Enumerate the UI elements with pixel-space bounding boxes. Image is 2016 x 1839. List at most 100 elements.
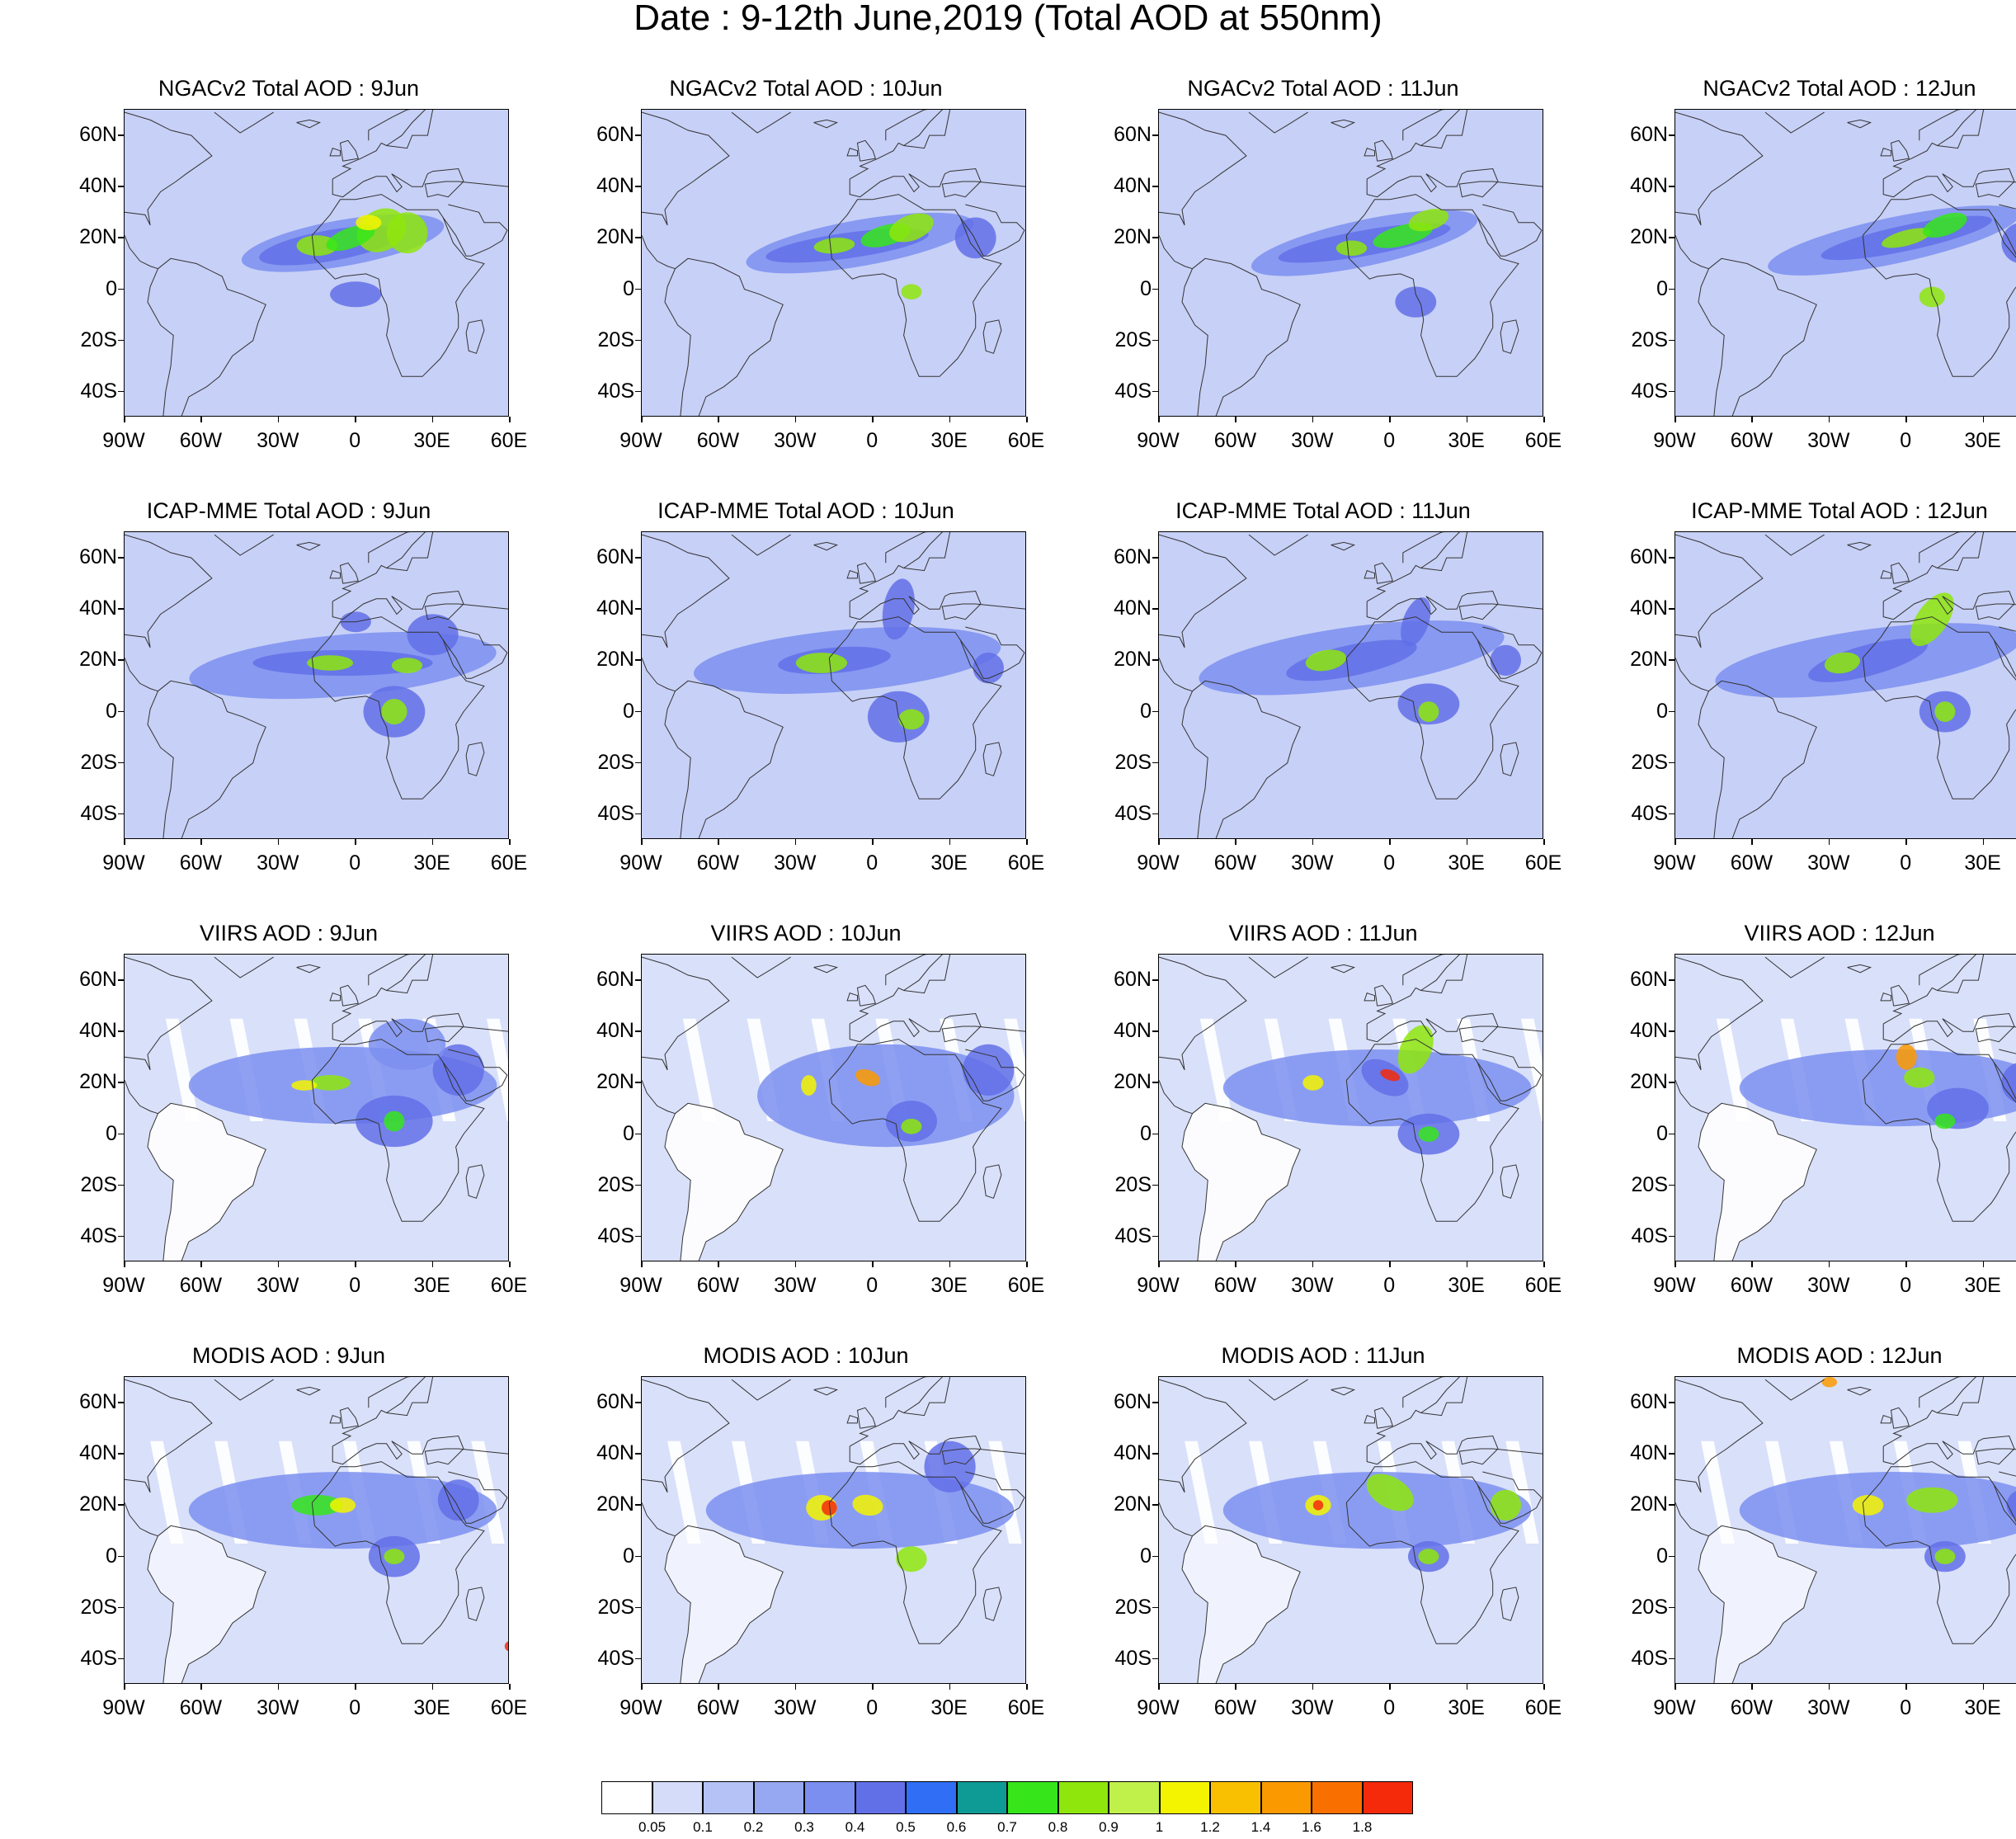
lat-tick (1152, 979, 1158, 981)
coastline-madagascar (465, 1164, 485, 1199)
aerosol-plume (795, 653, 847, 673)
lon-tick-label: 60W (1213, 1696, 1257, 1719)
coastline-greenland (1248, 534, 1308, 556)
lon-tick (124, 1261, 125, 1267)
lon-tick (1466, 1261, 1468, 1267)
lat-tick (635, 339, 641, 342)
lon-tick-label: 60W (1213, 1274, 1257, 1297)
lat-tick-label: 20S (597, 1595, 634, 1619)
lon-tick (718, 1684, 719, 1690)
aerosol-plume (1418, 701, 1439, 722)
lon-tick (949, 417, 951, 422)
lat-tick-label: 20N (596, 1070, 634, 1094)
aerosol-plume (1305, 649, 1347, 672)
lat-tick (635, 1402, 641, 1403)
aerosol-plume (386, 212, 428, 254)
lat-tick-label: 20N (79, 1492, 117, 1516)
lat-tick (635, 1030, 641, 1032)
lat-tick (1669, 237, 1675, 238)
coastline-greenland (1248, 956, 1308, 978)
aerosol-plume (1408, 209, 1449, 232)
lon-tick-label: 60W (179, 1274, 223, 1297)
lat-tick (1669, 1657, 1675, 1660)
lat-tick (1669, 288, 1675, 290)
map-frame (641, 1376, 1026, 1684)
lon-tick-label: 60W (696, 429, 740, 452)
aerosol-plume (407, 614, 459, 656)
lat-tick (118, 1030, 124, 1032)
lat-tick (118, 134, 124, 136)
lat-tick-label: 40N (1114, 1441, 1152, 1465)
lat-tick (118, 1184, 124, 1186)
coastline-greenland (214, 534, 274, 556)
lat-tick-label: 0 (1140, 1544, 1152, 1568)
lat-tick (635, 979, 641, 981)
lon-tick-label: 60W (1730, 1696, 1773, 1719)
coastline-arabia (959, 626, 1025, 679)
coastline-britain (856, 562, 876, 584)
lat-tick-label: 60N (1630, 123, 1668, 147)
lat-tick (1669, 979, 1675, 981)
coastline-scandinavia (368, 532, 426, 568)
aerosol-plume (901, 284, 922, 299)
lat-tick (118, 557, 124, 559)
aod-map (125, 955, 508, 1261)
coastline-madagascar (465, 1587, 485, 1621)
lat-tick-label: 20N (79, 225, 117, 249)
lon-tick (277, 417, 280, 422)
lon-tick (872, 1261, 874, 1267)
lat-tick (635, 1082, 641, 1083)
land-no-retrieval (1698, 1103, 1817, 1261)
coastline-europe (849, 167, 1025, 198)
lat-tick-label: 40S (597, 801, 634, 825)
aod-map (642, 110, 1025, 416)
lat-tick (1669, 1082, 1675, 1083)
lat-tick-label: 60N (1114, 1390, 1152, 1414)
coastline-arabia (442, 626, 508, 679)
coastline-iceland (1331, 541, 1356, 551)
lat-tick (118, 1235, 124, 1238)
lat-tick (635, 1555, 641, 1558)
coastline-northAmerica (642, 956, 730, 1071)
lat-tick-label: 40S (597, 1646, 634, 1670)
coastline-southAmerica (1181, 1525, 1301, 1683)
colorbar-cell (1057, 1781, 1109, 1814)
aerosol-plume (1395, 286, 1437, 318)
lon-tick-label: 30W (774, 851, 817, 875)
coastline-britain (1373, 139, 1393, 162)
coastline-iceland (1847, 964, 1872, 974)
lat-tick (1152, 1184, 1158, 1186)
lon-tick (1751, 417, 1753, 422)
coastline-africa (828, 1039, 1002, 1222)
lon-tick-label: 60E (1007, 1696, 1045, 1719)
lat-tick (118, 237, 124, 238)
coastline-arabia (1993, 1049, 2016, 1101)
lon-tick-label: 30W (1807, 1274, 1850, 1297)
lon-tick-label: 60W (696, 1274, 740, 1297)
lon-tick-label: 90W (1137, 1274, 1180, 1297)
map-panel: ICAP-MME Total AOD : 9Jun 60N 40N 20N 0 20S 40… (58, 498, 553, 911)
aerosol-plume (330, 1497, 356, 1513)
panel-title: ICAP-MME Total AOD : 12Jun (1691, 498, 1988, 523)
coastline-africa (1345, 1461, 1519, 1644)
lat-tick-label: 0 (623, 699, 634, 723)
map-panel: VIIRS AOD : 9Jun 60N 40N 20N 0 20S 40S 90W 60W 30… (58, 921, 553, 1333)
lat-tick-label: 40S (597, 379, 634, 403)
aerosol-plume (368, 1018, 446, 1070)
lon-tick-label: 60W (1213, 429, 1257, 452)
aerosol-plume (801, 1075, 817, 1096)
lon-tick-label: 60E (1007, 851, 1045, 875)
coastline-ireland (329, 147, 341, 157)
coastline-europeNorth (1366, 955, 1468, 1025)
coastline-iceland (813, 119, 839, 129)
lon-tick (200, 417, 202, 422)
lon-tick (1312, 1261, 1314, 1267)
lon-tick-label: 0 (866, 1274, 878, 1297)
colorbar-cell (956, 1781, 1007, 1814)
coastline-europe (332, 590, 508, 620)
colorbar-cell (804, 1781, 855, 1814)
lon-tick-label: 0 (866, 429, 878, 452)
land-no-retrieval (665, 1525, 784, 1683)
swath-gap (1521, 1018, 1543, 1121)
map-frame (1675, 1376, 2016, 1684)
